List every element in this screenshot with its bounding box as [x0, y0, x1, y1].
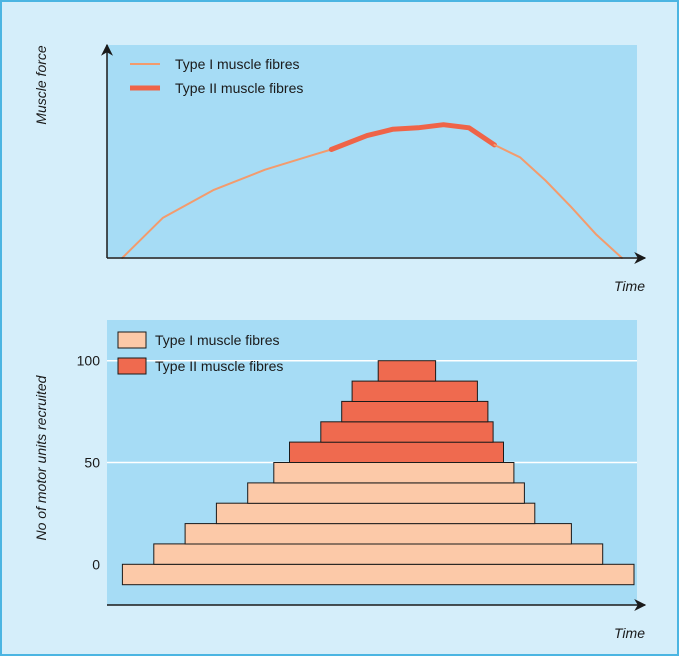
- recruitment-y-axis-title: No of motor units recruited: [33, 374, 49, 540]
- recruitment-legend-type2-label: Type II muscle fibres: [155, 358, 283, 374]
- type1-bar-1: [153, 543, 604, 565]
- type1-force-line-2: [493, 143, 623, 259]
- force-y-axis-title: Muscle force: [33, 45, 49, 125]
- type2-bar-7: [320, 421, 494, 443]
- recruitment-x-axis-title: Time: [614, 625, 645, 641]
- recruitment-legend-type2-swatch: [117, 357, 147, 375]
- force-legend-type2-label: Type II muscle fibres: [175, 80, 303, 96]
- type1-force-line-0: [121, 148, 333, 259]
- type1-bar-4: [247, 482, 525, 504]
- force-panel: Muscle force Time Type I muscle fibres T…: [33, 43, 647, 294]
- force-series-group: [121, 122, 623, 259]
- type1-bar-2: [184, 523, 572, 545]
- type2-bar-8: [341, 400, 489, 423]
- recruitment-legend: Type I muscle fibres Type II muscle fibr…: [117, 331, 283, 375]
- recruitment-bars: [121, 360, 635, 586]
- force-legend-type1-label: Type I muscle fibres: [175, 56, 300, 72]
- y-tick-label-50: 50: [84, 455, 100, 471]
- y-tick-label-0: 0: [92, 556, 100, 572]
- type2-bar-10: [377, 360, 437, 382]
- recruitment-y-ticks: 0 50 100: [77, 353, 101, 573]
- force-legend: Type I muscle fibres Type II muscle fibr…: [130, 56, 303, 96]
- force-x-axis-title: Time: [614, 278, 645, 294]
- type2-bar-9: [351, 380, 478, 403]
- type2-force-line-1: [328, 122, 497, 152]
- type1-bar-5: [273, 462, 515, 484]
- type1-bar-3: [215, 502, 536, 525]
- recruitment-legend-type1-label: Type I muscle fibres: [155, 332, 280, 348]
- type1-bar-0: [121, 563, 635, 586]
- type2-bar-6: [289, 441, 504, 464]
- force-plot-area: [107, 45, 637, 257]
- y-tick-label-100: 100: [77, 353, 101, 369]
- recruitment-legend-type1-swatch: [117, 331, 147, 349]
